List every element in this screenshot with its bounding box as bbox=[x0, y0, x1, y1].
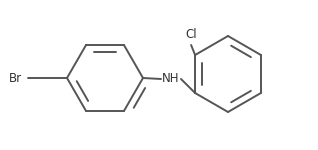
Text: Br: Br bbox=[9, 72, 22, 84]
Text: NH: NH bbox=[162, 72, 180, 86]
Text: Cl: Cl bbox=[185, 28, 197, 41]
